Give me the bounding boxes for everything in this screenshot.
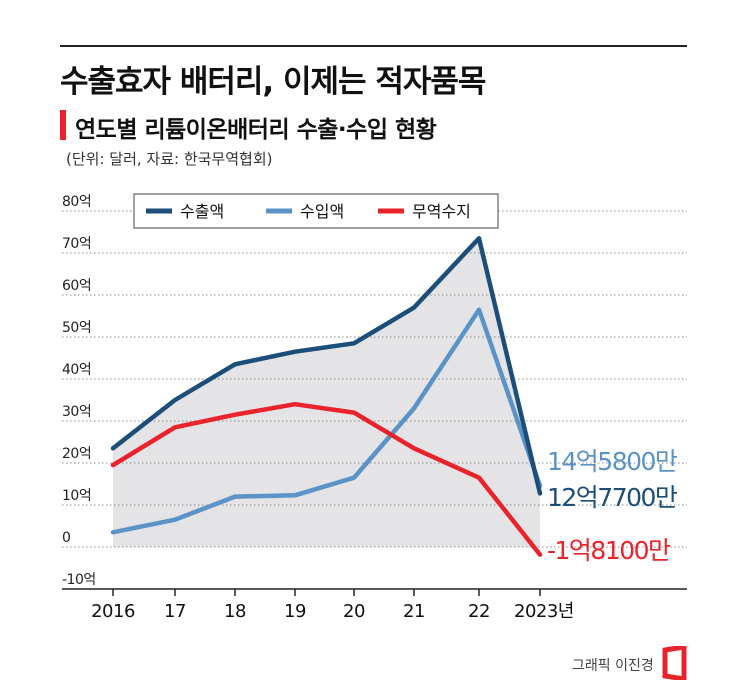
x-axis: 2016 17 18 19 20 21 22 2023년	[62, 588, 687, 622]
export-area-shade	[113, 238, 540, 548]
y-tick-label: 20억	[62, 446, 91, 462]
legend-box	[133, 193, 499, 229]
top-rule	[60, 45, 687, 47]
y-tick-label: 30억	[62, 404, 91, 420]
y-tick-label: 80억	[62, 194, 91, 210]
x-tick-label: 21	[403, 601, 425, 622]
y-tick-label: 40억	[62, 362, 91, 378]
y-tick-label: 60억	[62, 278, 91, 294]
y-tick-label: 50억	[62, 320, 91, 336]
series-line-0	[110, 236, 543, 496]
legend-label: 수입액	[300, 202, 344, 221]
legend: 수출액 수입액 무역수지	[133, 193, 499, 229]
export-area-fill	[113, 238, 540, 548]
series-lines	[110, 236, 543, 557]
x-tick-label: 19	[284, 601, 306, 622]
y-tick-label: -10억	[62, 572, 96, 588]
x-tick-label: 17	[164, 601, 186, 622]
end-value-label: 12억7700만	[547, 483, 678, 512]
x-tick-label: 18	[224, 601, 246, 622]
publisher-logo-icon	[662, 646, 687, 680]
y-tick-label: 0	[62, 530, 70, 546]
end-value-label: -1억8100만	[547, 536, 671, 565]
y-tick-label: 10억	[62, 488, 91, 504]
chart-subtitle: 연도별 리튬이온배터리 수출·수입 현황	[75, 117, 437, 143]
y-axis-ticks: 80억 70억 60억 50억 40억 30억 20억 10억 0 -10억	[62, 194, 96, 588]
legend-label: 무역수지	[412, 202, 471, 221]
series-line-1	[110, 307, 543, 535]
y-tick-label: 70억	[62, 236, 91, 252]
legend-label: 수출액	[180, 202, 224, 221]
graphic-credit: 그래픽 이진경	[572, 658, 654, 674]
series-line-2	[110, 401, 543, 557]
x-tick-label: 2023년	[514, 601, 574, 622]
headline: 수출효자 배터리, 이제는 적자품목	[60, 64, 486, 100]
x-tick-label: 2016	[91, 601, 135, 622]
subtitle-accent-bar	[60, 110, 66, 140]
x-tick-label: 22	[468, 601, 490, 622]
x-tick-label: 20	[343, 601, 365, 622]
end-labels: 14억5800만 12억7700만 -1억8100만	[547, 447, 679, 565]
end-value-label: 14억5800만	[547, 447, 678, 476]
unit-source-note: (단위: 달러, 자료: 한국무역협회)	[66, 150, 273, 168]
